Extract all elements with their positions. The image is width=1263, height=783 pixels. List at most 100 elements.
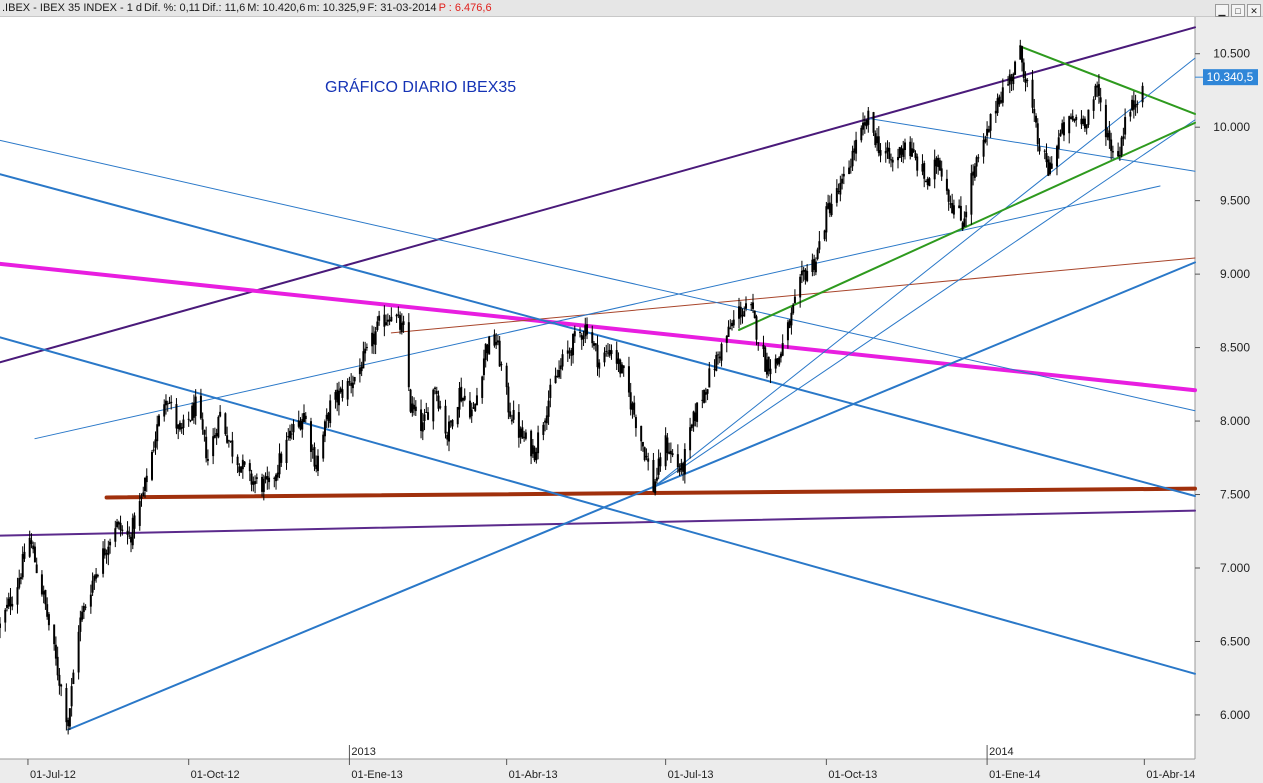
- candle-body: [629, 392, 632, 410]
- candle-body: [1012, 73, 1015, 85]
- candle-body: [360, 366, 363, 372]
- candle-body: [1024, 78, 1027, 83]
- candle-body: [510, 419, 513, 422]
- candle-body: [372, 333, 375, 345]
- candle-body: [554, 375, 557, 384]
- candle-body: [1010, 76, 1013, 82]
- candle-body: [1059, 133, 1062, 137]
- candle-body: [365, 347, 368, 349]
- candle-body: [434, 387, 437, 389]
- candle-body: [82, 605, 85, 612]
- restore-icon[interactable]: □: [1231, 4, 1245, 17]
- candle-body: [154, 439, 157, 448]
- candle-body: [891, 159, 894, 163]
- candle-body: [959, 205, 962, 221]
- candle-body: [751, 302, 754, 309]
- candle-body: [23, 551, 26, 559]
- trendline-brown-thin-line: [390, 257, 1196, 334]
- candle-body: [776, 358, 779, 364]
- candle-body: [898, 146, 901, 158]
- candle-body: [619, 359, 622, 374]
- candle-body: [596, 344, 599, 368]
- candle-body: [975, 157, 978, 167]
- plot-area: [0, 17, 1195, 759]
- candle-body: [358, 367, 361, 375]
- candle-body: [336, 389, 339, 403]
- candle-body: [315, 464, 318, 470]
- candle-body: [903, 142, 906, 151]
- candle-body: [1019, 45, 1022, 60]
- candle-body: [472, 407, 475, 409]
- candle-body: [615, 350, 618, 364]
- candle-body: [1124, 117, 1127, 135]
- candle-body: [947, 189, 950, 202]
- x-tick-label: 01-Ene-14: [989, 769, 1040, 781]
- candle-body: [1050, 163, 1053, 169]
- trendline-blue-downtrend-upper: [0, 173, 1196, 497]
- candle-body: [755, 316, 758, 340]
- candle-body: [102, 548, 105, 574]
- candle-body: [671, 453, 674, 456]
- candle-body: [241, 459, 244, 470]
- candle-body: [694, 412, 697, 422]
- candle-body: [496, 340, 499, 343]
- candle-body: [652, 459, 655, 492]
- candle-body: [482, 358, 485, 376]
- candle-body: [593, 343, 596, 346]
- candle-body: [566, 350, 569, 354]
- candle-body: [449, 421, 452, 423]
- chart-title: GRÁFICO DIARIO IBEX35: [325, 77, 516, 96]
- candle-body: [1043, 150, 1046, 152]
- candle-body: [582, 336, 585, 340]
- minimize-icon[interactable]: ▁: [1215, 4, 1229, 17]
- candle-body: [769, 368, 772, 375]
- candle-body: [458, 387, 461, 410]
- candle-body: [874, 133, 877, 146]
- candle-body: [264, 476, 267, 479]
- candle-body: [435, 390, 438, 394]
- candle-body: [348, 381, 351, 383]
- candle-body: [855, 139, 858, 154]
- candle-body: [827, 203, 830, 209]
- close-icon[interactable]: ✕: [1247, 4, 1261, 17]
- candle-body: [32, 545, 35, 550]
- candle-body: [46, 604, 49, 617]
- trendline-blue-thin-top: [867, 117, 1196, 172]
- candle-body: [1092, 99, 1095, 111]
- candle-body: [337, 390, 340, 406]
- candle-body: [243, 461, 246, 465]
- candle-body: [411, 403, 414, 413]
- candle-body: [72, 672, 75, 685]
- candle-body: [972, 171, 975, 176]
- candle-body: [1007, 84, 1010, 86]
- candle-body: [509, 411, 512, 417]
- candle-body: [655, 477, 658, 481]
- candle-body: [290, 433, 293, 435]
- candle-body: [157, 415, 160, 426]
- trendline-blue-thin-fan-1: [652, 57, 1196, 488]
- y-tick-label: 8.000: [1220, 414, 1250, 428]
- candle-body: [19, 577, 22, 580]
- candle-body: [877, 136, 880, 154]
- candle-body: [753, 310, 756, 318]
- candle-body: [254, 481, 257, 485]
- candle-body: [584, 325, 587, 337]
- candle-body: [507, 386, 510, 413]
- candle-body: [9, 596, 12, 607]
- candle-body: [1117, 151, 1120, 157]
- candle-body: [902, 148, 905, 157]
- candle-body: [500, 364, 503, 366]
- candle-body: [126, 530, 129, 535]
- candle-body: [145, 475, 148, 483]
- candle-body: [933, 159, 936, 180]
- candle-body: [385, 322, 388, 326]
- candle-body: [1141, 85, 1144, 103]
- candle-body: [835, 188, 838, 203]
- candle-body: [989, 114, 992, 131]
- candle-body: [765, 359, 768, 375]
- candle-body: [0, 623, 1, 628]
- candle-body: [788, 320, 791, 328]
- candle-body: [322, 434, 325, 459]
- candle-body: [54, 644, 57, 659]
